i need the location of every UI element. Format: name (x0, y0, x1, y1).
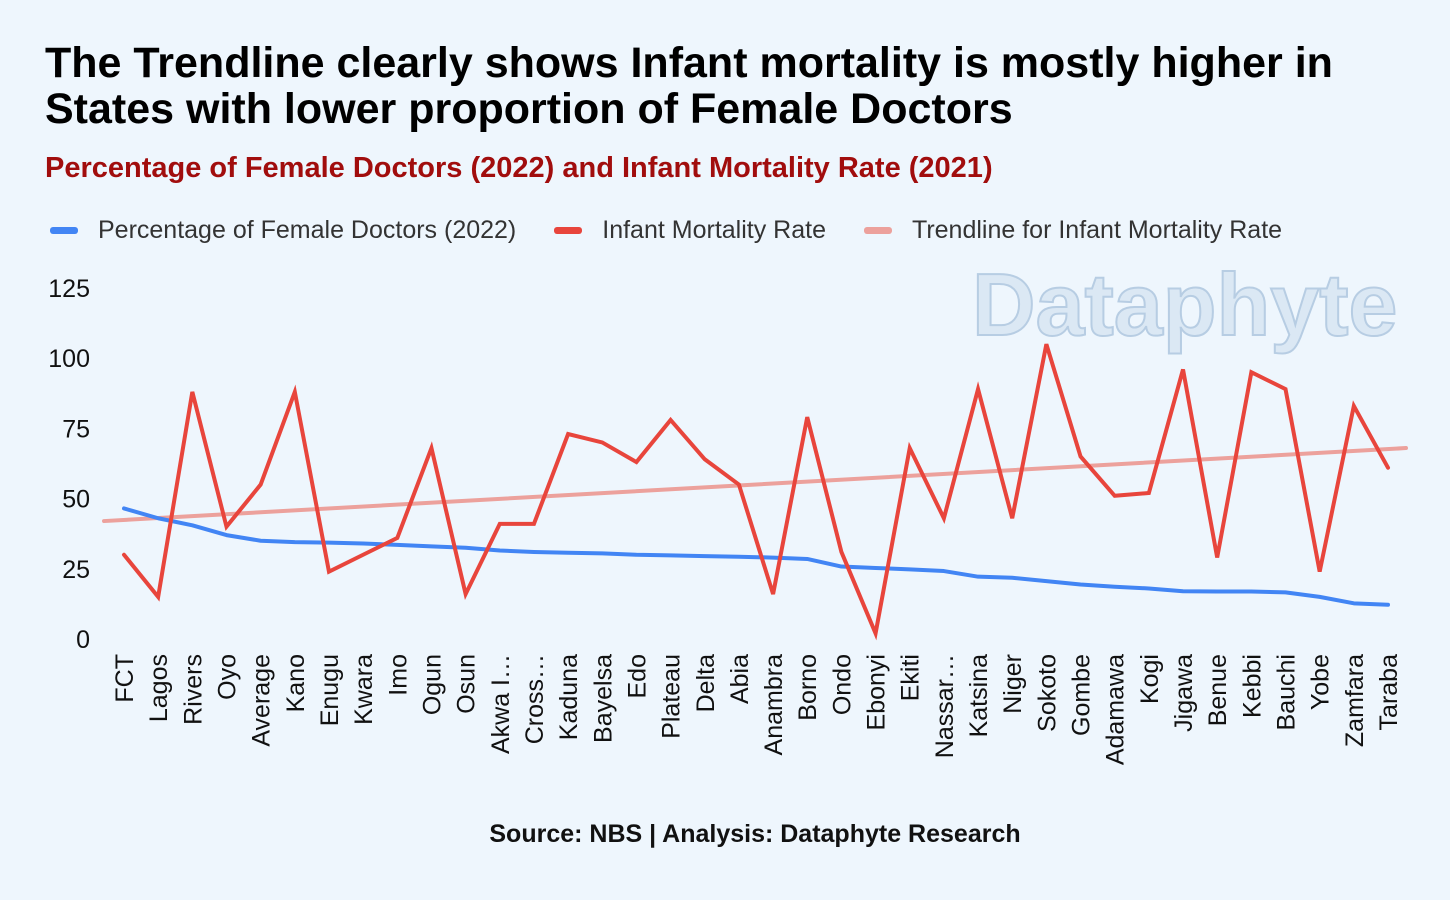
x-tick-label: Bauchi (1273, 654, 1301, 730)
x-tick-label: Bayelsa (589, 654, 617, 743)
x-tick-label: Taraba (1375, 654, 1403, 731)
legend-item-trendline[interactable]: Trendline for Infant Mortality Rate (863, 215, 1283, 245)
x-tick-label: Kwara (350, 654, 378, 725)
x-tick-label: Imo (384, 654, 412, 696)
y-tick-label: 100 (48, 345, 90, 373)
x-tick-label: Kebbi (1238, 654, 1266, 718)
legend-item-female-doctors[interactable]: Percentage of Female Doctors (2022) (50, 216, 516, 245)
chart-title: The Trendline clearly shows Infant morta… (45, 39, 1333, 133)
legend-label-infant-mortality: Infant Mortality Rate (602, 215, 826, 244)
x-tick-label: FCT (111, 654, 139, 703)
x-tick-label: Zamfara (1341, 654, 1369, 747)
x-axis: FCT Lagos Rivers Oyo Average Kano Enugu Kwara Im… (111, 654, 1403, 765)
y-tick-label: 75 (62, 415, 90, 443)
x-tick-label: Nassar… (931, 654, 959, 758)
series-line-infant-mortality (122, 343, 1390, 641)
x-tick-label: Enugu (316, 654, 344, 726)
x-tick-label: Gombe (1068, 654, 1096, 736)
x-tick-label: Oyo (213, 654, 241, 700)
x-tick-label: Edo (623, 654, 651, 698)
x-tick-label: Cross… (521, 654, 549, 744)
x-tick-label: Lagos (145, 654, 173, 722)
x-tick-label: Ebonyi (863, 654, 891, 730)
x-tick-label: Osun (453, 654, 481, 714)
x-tick-label: Kogi (1136, 654, 1164, 704)
watermark-logo: Dataphyte (972, 255, 1397, 354)
y-tick-label: 25 (62, 556, 90, 584)
x-tick-label: Rivers (179, 654, 207, 725)
legend-swatch-female-doctors (50, 226, 78, 234)
x-tick-label: Sokoto (1033, 654, 1061, 732)
chart-subtitle: Percentage of Female Doctors (2022) and … (45, 152, 993, 184)
x-tick-label: Plateau (658, 654, 686, 739)
x-tick-label: Adamawa (1102, 654, 1130, 765)
legend: Percentage of Female Doctors (2022) Infa… (50, 213, 1320, 247)
x-tick-label: Jigawa (1170, 654, 1198, 732)
x-tick-label: Delta (692, 654, 720, 712)
x-tick-label: Borno (794, 654, 822, 721)
x-tick-label: Ogun (418, 654, 446, 715)
y-tick-label: 125 (48, 275, 90, 303)
x-tick-label: Niger (999, 654, 1027, 714)
x-tick-label: Kano (282, 654, 310, 712)
y-axis: 0 25 50 75 100 125 (48, 275, 90, 654)
legend-label-trendline: Trendline for Infant Mortality Rate (911, 215, 1283, 244)
x-tick-label: Average (248, 654, 276, 747)
legend-label-female-doctors: Percentage of Female Doctors (2022) (98, 215, 517, 244)
x-tick-label: Anambra (760, 654, 788, 756)
source-note: Source: NBS | Analysis: Dataphyte Resear… (489, 820, 1021, 848)
series-line-female-doctors (122, 506, 1390, 607)
legend-item-infant-mortality[interactable]: Infant Mortality Rate (554, 216, 826, 245)
series-group (102, 343, 1408, 641)
legend-swatch-infant-mortality (554, 226, 583, 234)
x-tick-label: Kaduna (555, 654, 583, 740)
series-line-trendline (102, 446, 1408, 524)
x-tick-label: Katsina (965, 654, 993, 737)
x-tick-label: Benue (1204, 654, 1232, 726)
legend-swatch-trendline (863, 226, 892, 234)
x-tick-label: Akwa I… (487, 654, 515, 754)
x-tick-label: Abia (726, 654, 754, 704)
x-tick-label: Ekiti (897, 654, 925, 701)
x-tick-label: Yobe (1307, 654, 1335, 710)
y-tick-label: 0 (76, 626, 90, 654)
y-tick-label: 50 (62, 486, 90, 514)
x-tick-label: Ondo (828, 654, 856, 715)
